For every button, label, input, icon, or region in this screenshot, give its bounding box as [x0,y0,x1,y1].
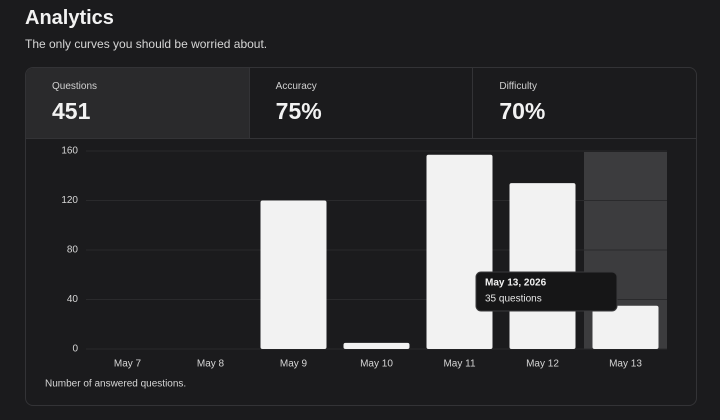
y-tick-label: 40 [67,294,79,305]
x-tick-label: May 11 [443,359,475,370]
analytics-card: Questions 451 Accuracy 75% Difficulty 70… [25,67,697,406]
chart-caption: Number of answered questions. [45,379,186,390]
bar [426,154,493,349]
stat-tab[interactable]: Difficulty 70% [473,68,696,138]
y-tick-label: 0 [72,344,78,355]
bar [509,183,576,349]
stat-value: 451 [52,98,91,124]
tooltip-box [475,271,618,312]
stat-label: Accuracy [275,81,317,92]
stat-label: Difficulty [499,81,537,92]
stats-row: Questions 451 Accuracy 75% Difficulty 70… [26,68,696,139]
bar [260,200,327,349]
page-subtitle: The only curves you should be worried ab… [25,37,268,51]
stat-tab[interactable]: Accuracy 75% [250,68,474,138]
stat-tab[interactable]: Questions 451 [26,68,250,138]
bar [343,342,410,349]
stat-value: 75% [275,98,322,124]
x-tick-label: May 10 [360,359,393,370]
x-tick-label: May 12 [526,359,559,370]
y-tick-label: 160 [61,146,78,157]
stat-value: 70% [499,98,546,124]
y-tick-label: 80 [67,245,79,256]
bar [592,305,659,349]
x-tick-label: May 13 [609,359,642,370]
tooltip-text: 35 questions [485,294,542,305]
grid: 0 40 80 120 160 May 7 May 8 May 9 May 10 May 11 Ma… [61,146,667,370]
tooltip: May 13, 2026 35 questions [475,271,618,312]
x-tick-label: May 9 [280,359,308,370]
x-tick-label: May 7 [114,359,142,370]
tooltip-title: May 13, 2026 [485,278,547,289]
x-tick-label: May 8 [197,359,225,370]
page-title: Analytics [25,7,114,29]
stat-label: Questions [52,81,98,92]
y-tick-label: 120 [61,195,78,206]
